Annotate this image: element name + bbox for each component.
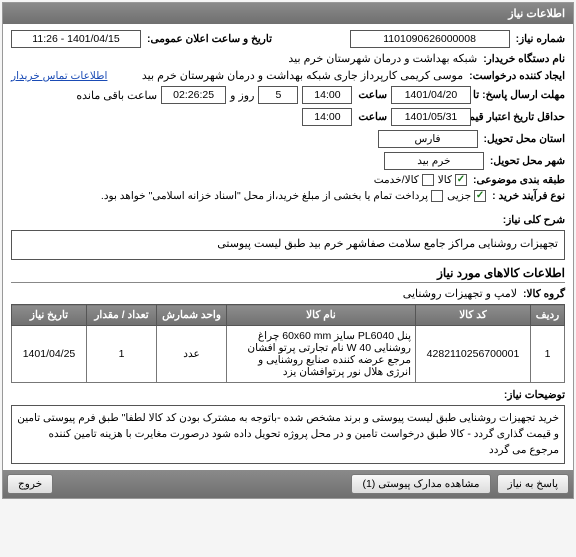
validity-hour-field: 14:00 (302, 108, 352, 126)
th-code: کد کالا (416, 305, 531, 326)
need-no-field: 1101090626000008 (350, 30, 510, 48)
remain-days-field: 5 (258, 86, 298, 104)
notes-label: توضیحات نیاز: (502, 389, 565, 401)
province-field: فارس (378, 130, 478, 148)
remain-suffix-label: ساعت باقی مانده (76, 89, 157, 102)
hour-label-2: ساعت (356, 111, 387, 123)
cell-unit: عدد (157, 326, 227, 383)
unchecked-icon (422, 174, 434, 186)
desc-label: شرح کلی نیاز: (501, 214, 565, 226)
cat-service-check[interactable]: کالا/خدمت (374, 174, 434, 186)
validity-label: حداقل تاریخ اعتبار قیمت: تا تاریخ: (475, 111, 565, 123)
need-no-label: شماره نیاز: (514, 33, 565, 45)
unchecked-icon-2 (431, 190, 443, 202)
table-row[interactable]: 1 4282110256700001 پنل PL6040 سایز 60x60… (12, 326, 565, 383)
remain-time-field: 02:26:25 (161, 86, 226, 104)
th-row: ردیف (531, 305, 565, 326)
cat-goods-check[interactable]: ✓ کالا (438, 174, 467, 186)
day-and-label: روز و (230, 89, 254, 102)
notes-text: خرید تجهیزات روشنایی طبق لیست پیوستی و ب… (11, 405, 565, 464)
th-unit: واحد شمارش (157, 305, 227, 326)
panel-body: شماره نیاز: 1101090626000008 تاریخ و ساع… (3, 24, 573, 470)
footer-bar: پاسخ به نیاز مشاهده مدارک پیوستی (1) خرو… (3, 470, 573, 498)
cell-date: 1401/04/25 (12, 326, 87, 383)
check-icon-2: ✓ (474, 190, 486, 202)
items-section-title: اطلاعات کالاهای مورد نیاز (11, 266, 565, 283)
buy-opt1-check[interactable]: ✓ جزیی (447, 190, 486, 202)
deadline-hour-field: 14:00 (302, 86, 352, 104)
buy-opt1-label: جزیی (447, 190, 471, 202)
buyer-org-value: شبکه بهداشت و درمان شهرستان خرم بید (288, 52, 477, 65)
buy-type-label: نوع فرآیند خرید : (490, 190, 565, 202)
group-label: گروه کالا: (521, 288, 565, 300)
cell-idx: 1 (531, 326, 565, 383)
items-table: ردیف کد کالا نام کالا واحد شمارش تعداد /… (11, 304, 565, 383)
requester-value: موسی کریمی کارپرداز جاری شبکه بهداشت و د… (142, 69, 463, 82)
validity-date-field: 1401/05/31 (391, 108, 471, 126)
province-label: استان محل تحویل: (482, 133, 565, 145)
city-field: خرم بید (384, 152, 484, 170)
check-icon: ✓ (455, 174, 467, 186)
exit-button[interactable]: خروج (7, 474, 53, 494)
th-qty: تعداد / مقدار (87, 305, 157, 326)
th-name: نام کالا (227, 305, 416, 326)
group-value: لامپ و تجهیزات روشنایی (403, 287, 517, 300)
answer-button[interactable]: پاسخ به نیاز (497, 474, 569, 494)
cell-qty: 1 (87, 326, 157, 383)
cell-code: 4282110256700001 (416, 326, 531, 383)
category-label: طبقه بندی موضوعی: (471, 174, 565, 186)
pub-date-field: 1401/04/15 - 11:26 (11, 30, 141, 48)
cat-service-label: کالا/خدمت (374, 174, 419, 186)
cat-goods-label: کالا (438, 174, 452, 186)
requester-label: ایجاد کننده درخواست: (467, 70, 565, 82)
contact-link[interactable]: اطلاعات تماس خریدار (11, 70, 107, 82)
table-header-row: ردیف کد کالا نام کالا واحد شمارش تعداد /… (12, 305, 565, 326)
panel-title: اطلاعات نیاز (3, 3, 573, 24)
cell-name: پنل PL6040 سایز 60x60 mm چراغ روشنایی W … (227, 326, 416, 383)
deadline-date-field: 1401/04/20 (391, 86, 471, 104)
need-info-panel: اطلاعات نیاز شماره نیاز: 110109062600000… (2, 2, 574, 499)
buyer-org-label: نام دستگاه خریدار: (481, 53, 565, 65)
buy-opt2-check[interactable]: پرداخت تمام یا بخشی از مبلغ خرید،از محل … (101, 190, 443, 202)
th-date: تاریخ نیاز (12, 305, 87, 326)
pub-date-label: تاریخ و ساعت اعلان عمومی: (145, 33, 272, 45)
buy-opt2-label: پرداخت تمام یا بخشی از مبلغ خرید،از محل … (101, 190, 428, 202)
attachments-button[interactable]: مشاهده مدارک پیوستی (1) (351, 474, 490, 494)
deadline-label: مهلت ارسال پاسخ: تا تاریخ: (475, 89, 565, 101)
city-label: شهر محل تحویل: (488, 155, 565, 167)
hour-label-1: ساعت (356, 89, 387, 101)
desc-text: تجهیزات روشنایی مراکز جامع سلامت صفاشهر … (11, 230, 565, 260)
